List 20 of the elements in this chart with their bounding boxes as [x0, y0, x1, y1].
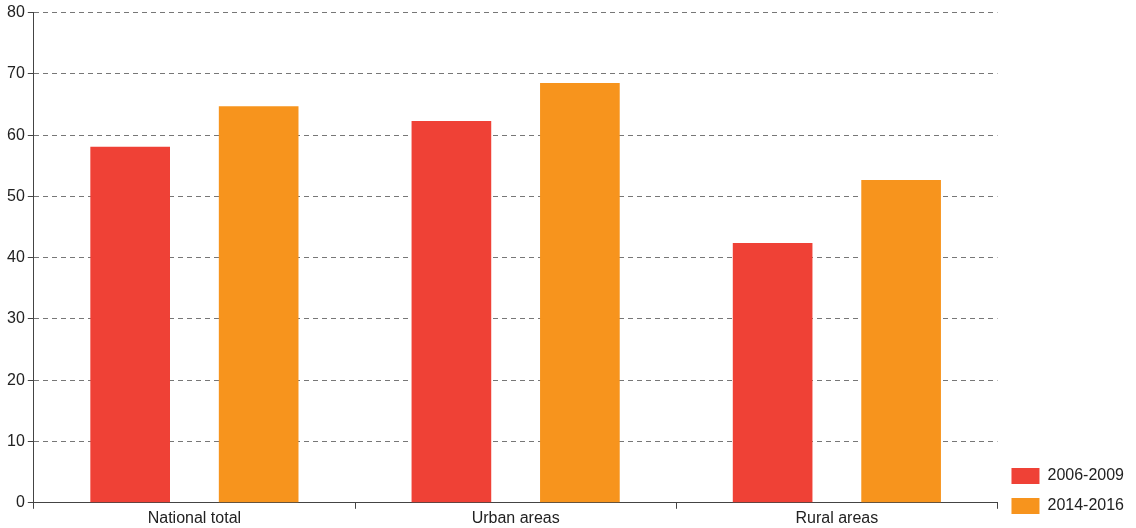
x-tick-label: National total: [147, 508, 242, 526]
y-tick-label: 30: [7, 309, 25, 327]
x-tick-label: Urban areas: [471, 508, 560, 526]
y-tick-label: 70: [7, 64, 25, 82]
bar: [411, 121, 492, 503]
y-tick-label: 50: [7, 186, 25, 204]
bar: [732, 242, 813, 503]
y-tick-label: 0: [15, 493, 25, 511]
y-tick-label: 40: [7, 248, 25, 266]
legend-label: 2006-2009: [1047, 466, 1125, 484]
y-tick-label: 80: [7, 3, 25, 21]
bar: [90, 146, 170, 503]
legend-label: 2014-2016: [1047, 496, 1125, 514]
y-tick-label: 10: [7, 431, 25, 449]
bar: [218, 106, 299, 503]
y-tick-label: 60: [7, 125, 25, 143]
bar: [540, 83, 620, 503]
y-tick-label: 20: [7, 370, 25, 388]
bar: [861, 179, 941, 503]
x-tick-label: Rural areas: [795, 508, 879, 526]
